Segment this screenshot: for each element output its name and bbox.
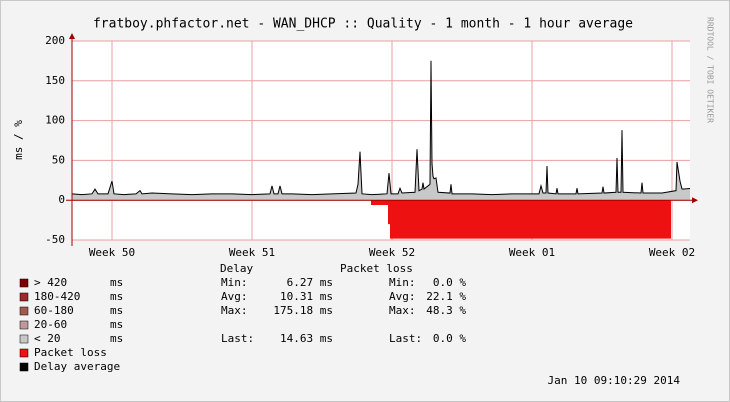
legend-swatch <box>19 278 29 288</box>
y-axis-arrow <box>69 33 75 39</box>
legend-unit: ms <box>110 290 123 303</box>
legend-label: 60-180 <box>34 304 74 317</box>
y-axis-label: ms / % <box>12 120 25 160</box>
legend-label: 20-60 <box>34 318 67 331</box>
legend-unit: ms <box>110 318 123 331</box>
y-tick-label: 200 <box>45 34 65 47</box>
stats-label: Min: <box>389 276 416 289</box>
y-tick-label: 100 <box>45 114 65 127</box>
legend-unit: ms <box>110 332 123 345</box>
legend-label: < 20 <box>34 332 61 345</box>
stats-value: 48.3 % <box>426 304 466 317</box>
timestamp: Jan 10 09:10:29 2014 <box>548 374 681 387</box>
legend-label: > 420 <box>34 276 67 289</box>
legend-label: Packet loss <box>34 346 107 359</box>
stats-label: Min: <box>221 276 248 289</box>
stats-label: Max: <box>389 304 416 317</box>
chart-title: fratboy.phfactor.net - WAN_DHCP :: Quali… <box>93 17 633 32</box>
legend-swatch <box>19 306 29 316</box>
stats-header: Packet loss <box>340 262 413 275</box>
x-tick-label: Week 50 <box>89 246 135 259</box>
stats-label: Last: <box>221 332 254 345</box>
stats-label: Max: <box>221 304 248 317</box>
y-tick-label: -50 <box>45 233 65 246</box>
x-tick-label: Week 51 <box>229 246 275 259</box>
stats-value: 6.27 ms <box>287 276 333 289</box>
stats-label: Avg: <box>389 290 416 303</box>
legend-label: 180-420 <box>34 290 80 303</box>
stats-value: 0.0 % <box>433 276 466 289</box>
legend-swatch <box>19 334 29 344</box>
stats-header: Delay <box>220 262 253 275</box>
x-tick-label: Week 02 <box>649 246 695 259</box>
y-tick-label: 150 <box>45 74 65 87</box>
legend-swatch <box>19 362 29 372</box>
stats-label: Last: <box>389 332 422 345</box>
x-axis-arrow <box>692 197 698 204</box>
x-tick-label: Week 01 <box>509 246 555 259</box>
legend-swatch <box>19 348 29 358</box>
y-tick-label: 50 <box>52 153 65 166</box>
stats-value: 10.31 ms <box>280 290 333 303</box>
packet-loss-area <box>72 200 690 239</box>
legend-swatch <box>19 292 29 302</box>
stats-value: 0.0 % <box>433 332 466 345</box>
x-tick-label: Week 52 <box>369 246 415 259</box>
watermark: RRDTOOL / TOBI OETIKER <box>706 17 715 123</box>
legend-unit: ms <box>110 304 123 317</box>
legend-label: Delay average <box>34 360 120 373</box>
delay-line <box>71 60 691 196</box>
stats-value: 175.18 ms <box>273 304 333 317</box>
stats-label: Avg: <box>221 290 248 303</box>
legend-unit: ms <box>110 276 123 289</box>
stats-value: 22.1 % <box>426 290 466 303</box>
stats-value: 14.63 ms <box>280 332 333 345</box>
legend-swatch <box>19 320 29 330</box>
y-tick-label: 0 <box>58 193 65 206</box>
